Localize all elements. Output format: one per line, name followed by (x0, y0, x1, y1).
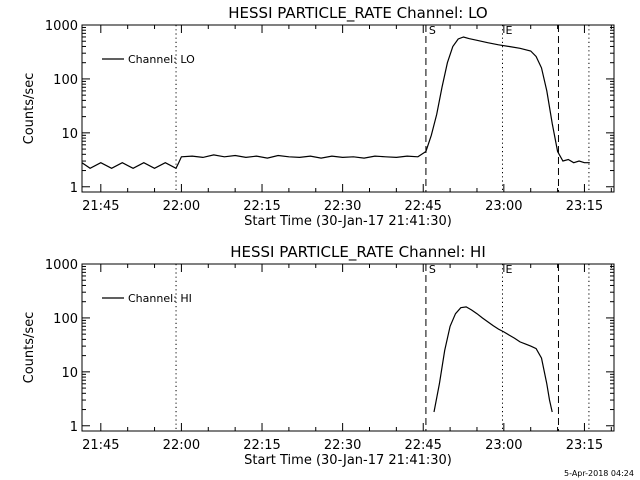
chart-title: HESSI PARTICLE_RATE Channel: LO (228, 4, 487, 23)
legend-entry: Channel: HI (128, 292, 192, 305)
x-tick-label: 22:30 (324, 199, 361, 214)
x-tick-label: 23:15 (566, 438, 603, 453)
footer-timestamp: 5-Apr-2018 04:24 (564, 469, 634, 478)
x-tick-label: 22:00 (163, 438, 200, 453)
x-tick-label: 22:00 (163, 199, 200, 214)
x-tick-label: 22:15 (243, 199, 280, 214)
y-tick-label: 1000 (45, 19, 78, 34)
y-tick-label: 1 (70, 181, 78, 196)
y-tick-label: 100 (53, 312, 78, 327)
chart-title: HESSI PARTICLE_RATE Channel: HI (230, 243, 486, 262)
x-axis-label: Start Time (30-Jan-17 21:41:30) (244, 453, 452, 468)
legend-entry: Channel: LO (128, 53, 195, 66)
y-tick-label: 100 (53, 73, 78, 88)
plot-frame (81, 263, 615, 432)
marker-label: S (429, 263, 436, 276)
x-tick-label: 22:30 (324, 438, 361, 453)
y-tick-label: 10 (61, 366, 78, 381)
x-tick-label: 21:45 (82, 199, 119, 214)
y-tick-label: 1 (70, 420, 78, 435)
plot-frame (81, 24, 615, 193)
y-tick-label: 1000 (45, 258, 78, 273)
marker-label: E (505, 24, 512, 37)
y-axis-label: Counts/sec (22, 73, 37, 145)
series-line (81, 36, 590, 170)
series-line (433, 306, 553, 413)
x-tick-label: 21:45 (82, 438, 119, 453)
y-tick-label: 10 (61, 127, 78, 142)
x-tick-label: 23:00 (485, 199, 522, 214)
y-axis-label: Counts/sec (22, 312, 37, 384)
marker-label: S (429, 24, 436, 37)
x-tick-label: 23:00 (485, 438, 522, 453)
x-tick-label: 22:45 (404, 199, 441, 214)
x-tick-label: 23:15 (566, 199, 603, 214)
marker-label: E (505, 263, 512, 276)
x-tick-label: 22:15 (243, 438, 280, 453)
x-tick-label: 22:45 (404, 438, 441, 453)
x-axis-label: Start Time (30-Jan-17 21:41:30) (244, 214, 452, 229)
